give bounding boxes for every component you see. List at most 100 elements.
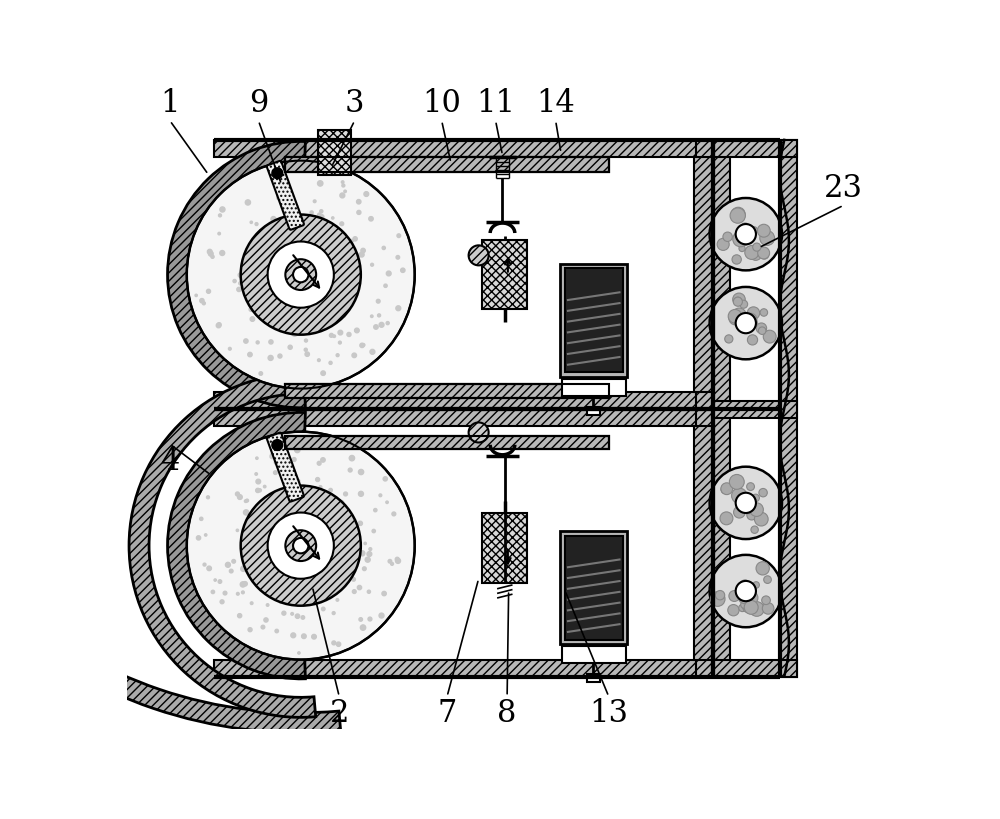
Circle shape <box>220 207 225 212</box>
Circle shape <box>732 488 747 504</box>
Circle shape <box>734 506 745 518</box>
Circle shape <box>358 469 364 475</box>
Circle shape <box>302 552 306 555</box>
Circle shape <box>249 296 254 301</box>
Circle shape <box>732 255 741 265</box>
Circle shape <box>299 505 304 510</box>
Circle shape <box>282 234 285 238</box>
Circle shape <box>348 554 352 559</box>
Circle shape <box>263 486 266 488</box>
Circle shape <box>736 313 756 333</box>
Circle shape <box>747 482 754 491</box>
Circle shape <box>304 247 309 251</box>
Bar <box>562 378 626 396</box>
Circle shape <box>237 287 241 292</box>
Circle shape <box>311 284 314 288</box>
Circle shape <box>243 543 248 548</box>
Circle shape <box>248 627 252 631</box>
Circle shape <box>291 540 294 543</box>
Circle shape <box>308 286 313 291</box>
Circle shape <box>729 311 742 325</box>
Circle shape <box>334 292 338 296</box>
Circle shape <box>469 246 489 265</box>
Circle shape <box>319 215 324 219</box>
Circle shape <box>299 520 304 525</box>
Circle shape <box>327 299 329 301</box>
Bar <box>285 156 609 172</box>
Circle shape <box>367 590 370 593</box>
Circle shape <box>291 613 293 615</box>
Circle shape <box>745 246 759 260</box>
Circle shape <box>751 526 758 533</box>
Circle shape <box>255 473 257 475</box>
Circle shape <box>349 261 354 266</box>
FancyBboxPatch shape <box>267 161 304 230</box>
Circle shape <box>296 269 299 272</box>
Circle shape <box>303 554 308 559</box>
Circle shape <box>273 298 276 301</box>
Circle shape <box>734 297 741 305</box>
Circle shape <box>264 521 266 523</box>
Circle shape <box>294 539 298 543</box>
Circle shape <box>339 243 341 246</box>
Circle shape <box>278 354 282 358</box>
Circle shape <box>748 321 754 328</box>
Bar <box>713 140 797 156</box>
Circle shape <box>263 518 266 522</box>
Circle shape <box>275 573 279 577</box>
Circle shape <box>340 193 345 198</box>
Circle shape <box>291 468 295 473</box>
Circle shape <box>372 529 375 532</box>
Circle shape <box>311 501 316 506</box>
Circle shape <box>322 514 327 519</box>
Circle shape <box>270 455 274 459</box>
Circle shape <box>367 552 372 556</box>
Circle shape <box>266 604 269 606</box>
Circle shape <box>216 324 221 328</box>
Circle shape <box>269 581 273 585</box>
Circle shape <box>274 536 279 540</box>
Circle shape <box>739 246 745 251</box>
FancyBboxPatch shape <box>267 432 304 501</box>
Circle shape <box>335 260 338 264</box>
Circle shape <box>244 339 248 343</box>
Circle shape <box>263 273 265 275</box>
Circle shape <box>369 548 372 550</box>
Circle shape <box>332 641 336 645</box>
Circle shape <box>256 488 260 492</box>
Circle shape <box>321 458 325 462</box>
Circle shape <box>301 266 304 269</box>
Text: 11: 11 <box>476 88 515 119</box>
Circle shape <box>293 303 298 308</box>
Circle shape <box>396 256 400 259</box>
Circle shape <box>297 557 300 559</box>
Circle shape <box>244 563 248 568</box>
Circle shape <box>379 613 384 618</box>
Circle shape <box>352 353 357 358</box>
Circle shape <box>733 297 742 306</box>
Circle shape <box>320 210 323 213</box>
Circle shape <box>270 453 275 457</box>
Circle shape <box>257 287 261 290</box>
Circle shape <box>371 315 373 318</box>
Text: 9: 9 <box>249 88 268 119</box>
Circle shape <box>294 234 296 237</box>
Circle shape <box>299 267 302 270</box>
Circle shape <box>239 282 242 285</box>
Circle shape <box>340 282 345 287</box>
Bar <box>694 156 713 392</box>
Circle shape <box>264 263 267 266</box>
Circle shape <box>333 335 335 337</box>
Circle shape <box>310 554 313 557</box>
Circle shape <box>280 532 284 536</box>
Circle shape <box>258 489 261 492</box>
Circle shape <box>304 339 307 342</box>
Circle shape <box>344 190 346 192</box>
Circle shape <box>273 498 278 503</box>
Circle shape <box>246 499 249 502</box>
Circle shape <box>263 511 268 516</box>
Circle shape <box>360 343 364 347</box>
Circle shape <box>323 572 326 574</box>
Circle shape <box>195 294 197 296</box>
Circle shape <box>295 274 298 277</box>
